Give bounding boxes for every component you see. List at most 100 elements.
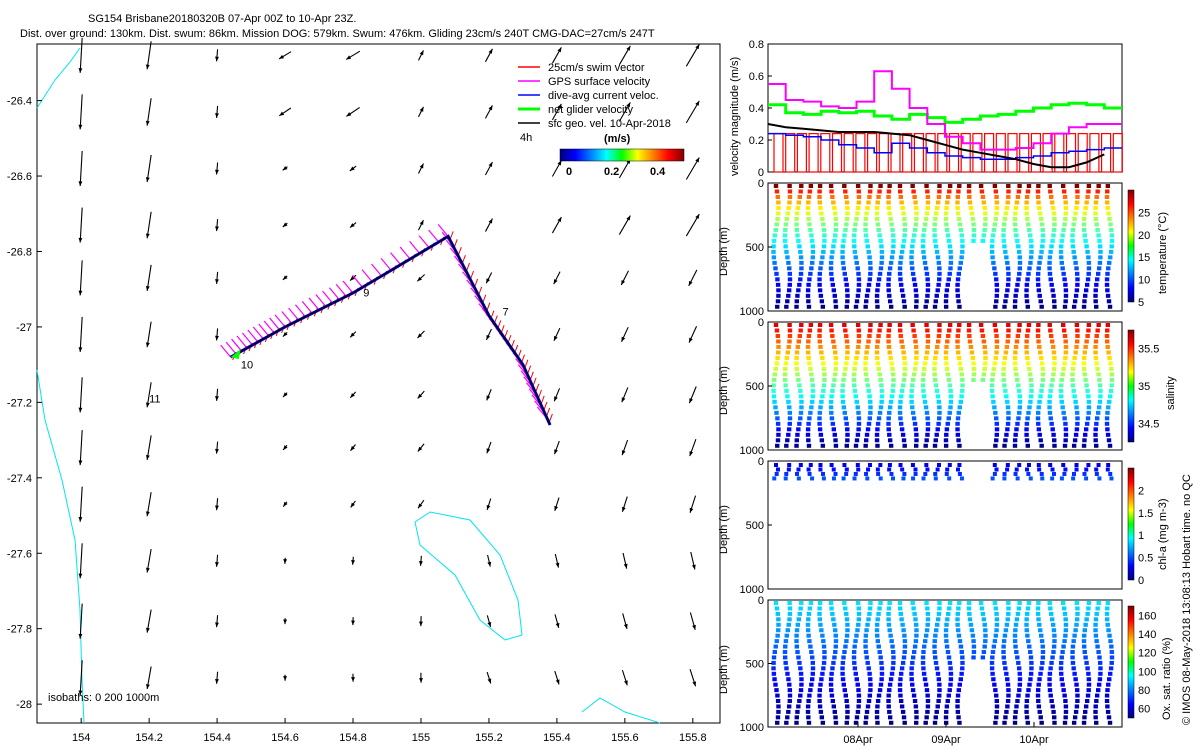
profile-sample (1025, 633, 1030, 638)
profile-sample (980, 238, 986, 243)
profile-sample (1063, 427, 1069, 432)
profile-sample (806, 194, 812, 199)
profile-sample (925, 704, 931, 709)
profile-sample (1097, 677, 1103, 682)
profile-sample (875, 633, 880, 638)
oxygen-colorbar (1127, 605, 1135, 719)
profile-sample (969, 211, 975, 216)
chla-scatter (772, 463, 1114, 481)
map-y-tick-label: -27 (16, 322, 32, 334)
profile-sample (913, 639, 919, 644)
figure-title: SG154 Brisbane20180320B 07-Apr 00Z to 10… (88, 13, 356, 25)
profile-sample (910, 377, 916, 382)
profile-sample (832, 211, 838, 216)
profile-sample (853, 720, 859, 725)
profile-sample (946, 277, 951, 282)
profile-sample (994, 350, 999, 355)
profile-sample (936, 333, 942, 338)
profile-sample (1003, 211, 1009, 216)
profile-sample (1074, 617, 1080, 622)
profile-sample (876, 644, 881, 649)
profile-sample (1081, 227, 1087, 232)
profile-sample (902, 372, 907, 377)
profile-sample (1094, 421, 1099, 426)
profile-sample (855, 266, 860, 271)
profile-sample (1093, 216, 1099, 221)
profile-sample (901, 438, 907, 443)
profile-sample (1003, 715, 1008, 720)
profile-sample (787, 421, 792, 426)
profile-sample (898, 693, 903, 698)
profile-sample (1051, 650, 1056, 655)
profile-sample (1070, 238, 1075, 243)
profile-sample (935, 671, 941, 676)
profile-sample (1005, 266, 1011, 271)
profile-sample (1036, 405, 1041, 410)
profile-sample (818, 405, 823, 410)
profile-sample (957, 601, 962, 605)
profile-sample (783, 227, 788, 232)
profile-sample (876, 416, 882, 421)
profile-sample (889, 361, 894, 366)
gps-velocity-vector (288, 307, 300, 321)
profile-sample (844, 467, 849, 472)
profile-sample (845, 211, 850, 216)
profile-sample (1036, 682, 1041, 687)
velocity-y-tick-label: 0.2 (749, 135, 764, 147)
profile-sample (1106, 299, 1112, 304)
profile-sample (786, 288, 792, 293)
profile-sample (1036, 617, 1041, 622)
profile-sample (1084, 617, 1089, 622)
geo-vector (146, 98, 152, 126)
profile-sample (944, 205, 949, 210)
profile-sample (1006, 323, 1011, 327)
profile-sample (1063, 699, 1068, 704)
profile-sample (1050, 467, 1055, 472)
profile-sample (844, 333, 849, 338)
geo-vector-head (557, 217, 562, 223)
profile-sample (1105, 344, 1110, 349)
profile-sample (1084, 244, 1089, 249)
profile-sample (868, 260, 873, 265)
profile-sample (912, 611, 917, 616)
profile-sample (1063, 467, 1068, 472)
profile-sample (983, 211, 988, 216)
geo-vector-head (145, 120, 150, 126)
profile-sample (878, 682, 884, 687)
profile-sample (1070, 227, 1076, 232)
profile-sample (968, 344, 974, 349)
profile-sample (955, 693, 961, 698)
profile-sample (899, 704, 905, 709)
profile-sample (888, 399, 894, 404)
profile-sample (786, 293, 791, 298)
profile-sample (1075, 693, 1080, 698)
profile-sample (922, 227, 927, 232)
velocity-series-line (768, 70, 1122, 151)
geo-vector-head (283, 501, 288, 507)
profile-sample (1024, 617, 1029, 622)
profile-sample (852, 383, 857, 388)
profile-sample (1013, 293, 1018, 298)
profile-sample (1047, 682, 1052, 687)
profile-sample (933, 244, 939, 249)
profile-sample (775, 421, 781, 426)
profile-sample (958, 644, 964, 649)
profile-sample (1048, 416, 1053, 421)
gps-velocity-vector (390, 252, 402, 266)
profile-sample (1005, 682, 1011, 687)
profile-sample (1094, 471, 1099, 476)
profile-sample (948, 405, 953, 410)
profile-sample (924, 438, 929, 443)
profile-sample (902, 361, 908, 366)
profile-sample (845, 628, 850, 633)
profile-sample (948, 249, 953, 254)
profile-sample (1016, 693, 1021, 698)
profile-sample (1070, 650, 1075, 655)
profile-sample (1038, 299, 1043, 304)
profile-sample (1095, 644, 1100, 649)
profile-sample (877, 410, 883, 415)
geo-vector-head (488, 218, 493, 224)
profile-sample (786, 205, 791, 210)
profile-sample (1109, 476, 1114, 481)
profile-sample (832, 344, 837, 349)
